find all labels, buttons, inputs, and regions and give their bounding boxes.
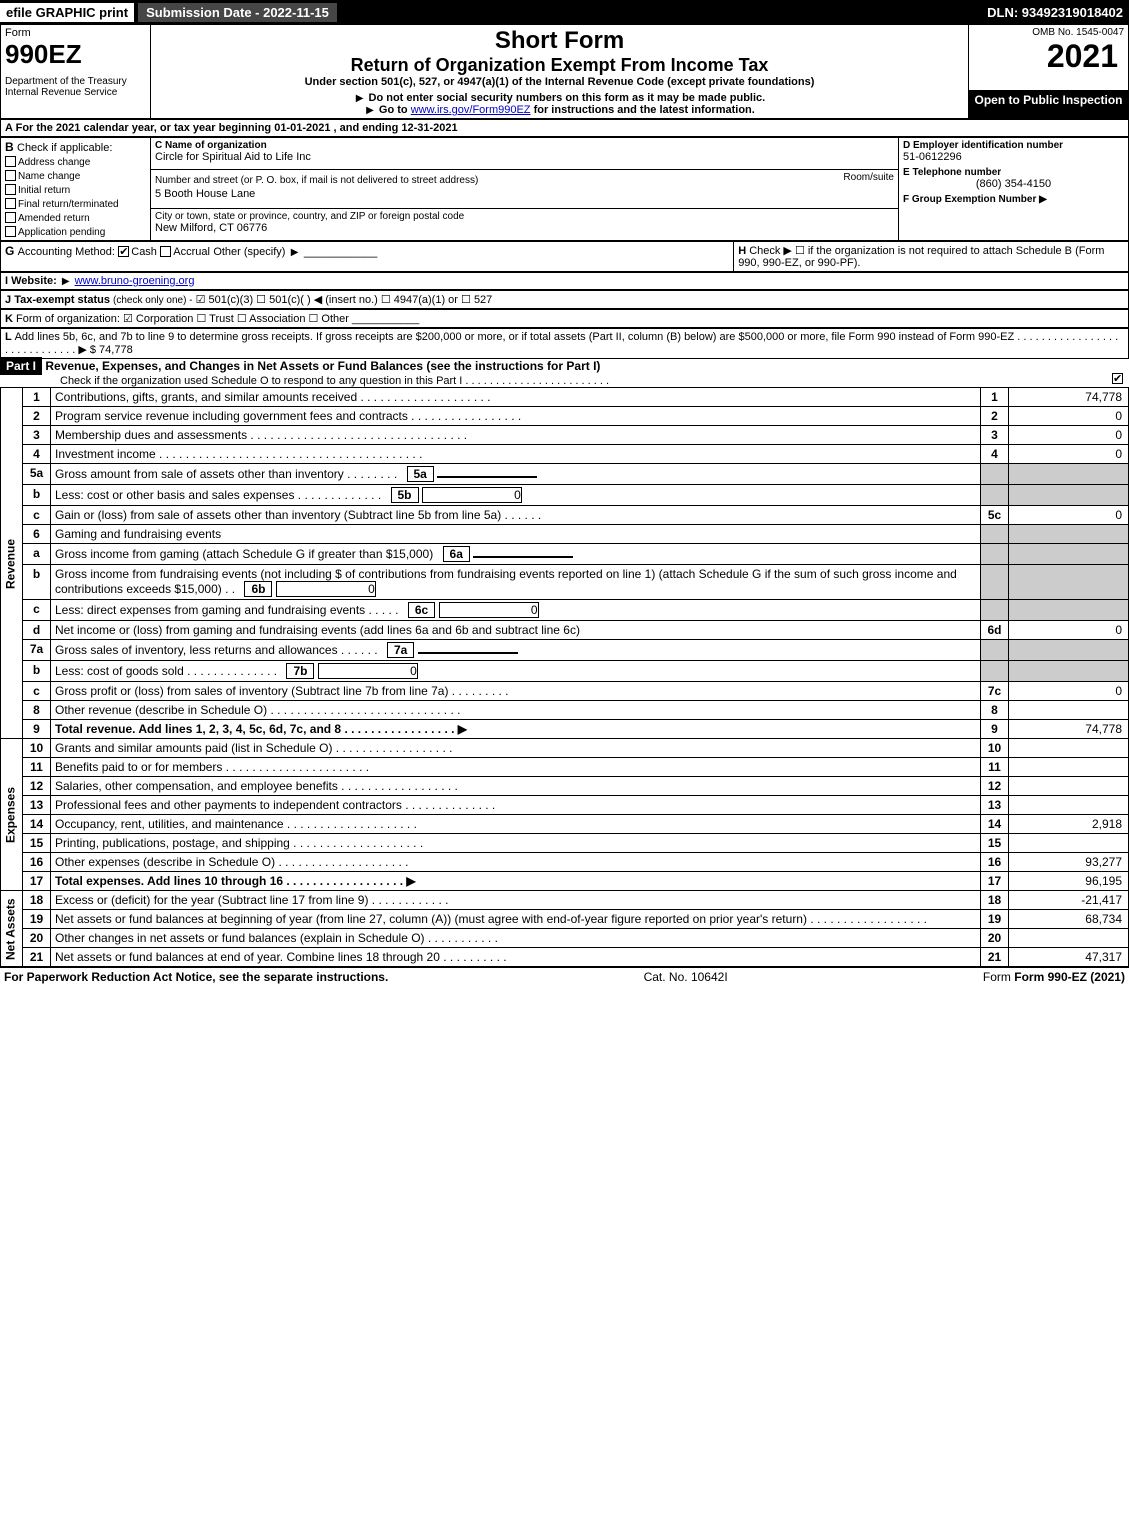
page-footer: For Paperwork Reduction Act Notice, see … [0,967,1129,986]
short-form-title: Short Form [155,27,964,55]
netassets-section-label: Net Assets [1,891,23,967]
ein: 51-0612296 [903,151,1124,163]
street-address: 5 Booth House Lane [155,188,255,200]
line-16: Other expenses (describe in Schedule O) … [51,853,981,872]
line-5c: Gain or (loss) from sale of assets other… [51,506,981,525]
line-9: Total revenue. Add lines 1, 2, 3, 4, 5c,… [51,720,981,739]
checkbox-schedule-o[interactable] [1112,373,1123,384]
line-17: Total expenses. Add lines 10 through 16 … [51,872,981,891]
checkbox-cash[interactable] [118,246,129,257]
part-i-check-text: Check if the organization used Schedule … [0,375,609,387]
line-20: Other changes in net assets or fund bala… [51,929,981,948]
e-label: E Telephone number [903,167,1124,178]
section-a: A For the 2021 calendar year, or tax yea… [1,120,1129,137]
l-text: Add lines 5b, 6c, and 7b to line 9 to de… [5,331,1118,356]
arrow-icon [364,104,376,116]
checkbox-accrual[interactable] [160,246,171,257]
h-text: Check ▶ ☐ if the organization is not req… [738,245,1104,269]
irs-link[interactable]: www.irs.gov/Form990EZ [411,104,531,116]
line-7b: Less: cost of goods sold . . . . . . . .… [51,661,981,682]
line-8: Other revenue (describe in Schedule O) .… [51,701,981,720]
form-header: Form 990EZ Department of the Treasury In… [0,24,1129,119]
d-label: D Employer identification number [903,140,1124,151]
f-label: F Group Exemption Number ▶ [903,194,1124,205]
checkbox-address-change[interactable] [5,156,16,167]
website-label: Website: [11,275,57,287]
j-label: Tax-exempt status [14,294,110,306]
k-options: ☑ Corporation ☐ Trust ☐ Association ☐ Ot… [123,313,349,325]
k-label: Form of organization: [16,313,120,325]
part-i-table: Revenue 1 Contributions, gifts, grants, … [0,387,1129,967]
line-21: Net assets or fund balances at end of ye… [51,948,981,967]
dept-treasury: Department of the Treasury [5,76,146,87]
line-6b: Gross income from fundraising events (no… [51,565,981,600]
top-bar: efile GRAPHIC print Submission Date - 20… [0,0,1129,24]
line-12: Salaries, other compensation, and employ… [51,777,981,796]
footer-mid: Cat. No. 10642I [644,970,728,984]
line-1-amt: 74,778 [1009,388,1129,407]
line-6c: Less: direct expenses from gaming and fu… [51,600,981,621]
line-6: Gaming and fundraising events [51,525,981,544]
goto-prefix: Go to [379,104,411,116]
line-1: Contributions, gifts, grants, and simila… [51,388,981,407]
line-13: Professional fees and other payments to … [51,796,981,815]
efile-label: efile GRAPHIC print [0,3,134,22]
line-7a: Gross sales of inventory, less returns a… [51,640,981,661]
checkbox-final-return[interactable] [5,198,16,209]
check-if-applicable: Check if applicable: [17,142,112,154]
part-i-heading: Revenue, Expenses, and Changes in Net As… [45,359,600,373]
revenue-section-label: Revenue [1,388,23,739]
line-15: Printing, publications, postage, and shi… [51,834,981,853]
c-label: C Name of organization [155,140,894,151]
omb-number: OMB No. 1545-0047 [973,27,1124,38]
checkbox-amended[interactable] [5,212,16,223]
line-7c: Gross profit or (loss) from sales of inv… [51,682,981,701]
line-11: Benefits paid to or for members . . . . … [51,758,981,777]
form-word: Form [5,27,146,39]
line-2: Program service revenue including govern… [51,407,981,426]
website-link[interactable]: www.bruno-groening.org [75,275,195,287]
submission-date: Submission Date - 2022-11-15 [138,3,337,22]
j-options: ☑ 501(c)(3) ☐ 501(c)( ) ◀ (insert no.) ☐… [196,294,493,306]
line-5a: Gross amount from sale of assets other t… [51,464,981,485]
tax-year: 2021 [973,38,1124,75]
line-19: Net assets or fund balances at beginning… [51,910,981,929]
checkbox-initial-return[interactable] [5,184,16,195]
line-5b: Less: cost or other basis and sales expe… [51,485,981,506]
line-4: Investment income . . . . . . . . . . . … [51,445,981,464]
expenses-section-label: Expenses [1,739,23,891]
tax-year-text: For the 2021 calendar year, or tax year … [16,122,458,134]
part-i-label: Part I [0,357,42,375]
room-suite: Room/suite [843,172,894,183]
line-10: Grants and similar amounts paid (list in… [51,739,981,758]
under-section: Under section 501(c), 527, or 4947(a)(1)… [155,76,964,88]
line-18: Excess or (deficit) for the year (Subtra… [51,891,981,910]
addr-label: Number and street (or P. O. box, if mail… [155,175,478,186]
line-14: Occupancy, rent, utilities, and maintena… [51,815,981,834]
ssn-warning: Do not enter social security numbers on … [369,92,766,104]
irs-label: Internal Revenue Service [5,87,146,98]
footer-right: Form Form 990-EZ (2021) [983,970,1125,984]
telephone: (860) 354-4150 [903,178,1124,190]
footer-left: For Paperwork Reduction Act Notice, see … [4,970,388,984]
goto-suffix: for instructions and the latest informat… [534,104,755,116]
line-6a: Gross income from gaming (attach Schedul… [51,544,981,565]
city-label: City or town, state or province, country… [155,211,894,222]
checkbox-name-change[interactable] [5,170,16,181]
open-to-public: Open to Public Inspection [969,90,1129,119]
city-state-zip: New Milford, CT 06776 [155,222,894,234]
line-3: Membership dues and assessments . . . . … [51,426,981,445]
line-6d: Net income or (loss) from gaming and fun… [51,621,981,640]
entity-block: B Check if applicable: Address change Na… [0,137,1129,241]
main-title: Return of Organization Exempt From Incom… [155,55,964,76]
org-name: Circle for Spiritual Aid to Life Inc [155,151,894,163]
arrow-icon [60,275,72,287]
checkbox-pending[interactable] [5,226,16,237]
arrow-icon [289,244,301,258]
dln: DLN: 93492319018402 [987,5,1129,20]
arrow-icon [354,92,366,104]
form-number: 990EZ [5,39,146,70]
accounting-method-label: Accounting Method: [18,246,115,258]
